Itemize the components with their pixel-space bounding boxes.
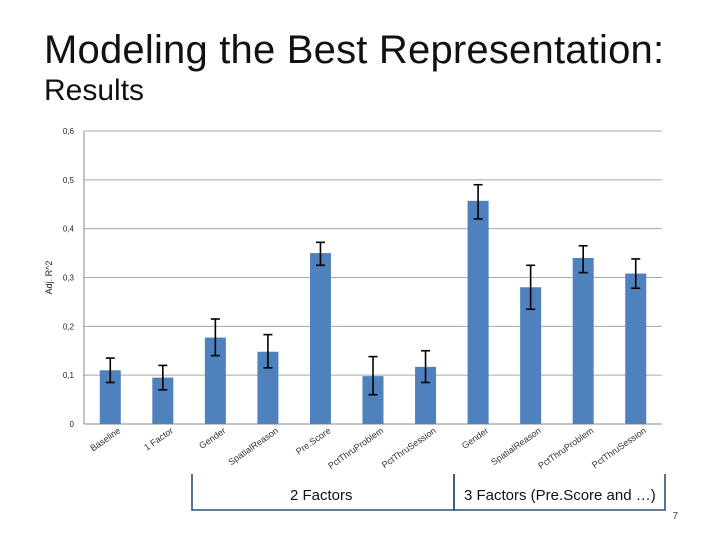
- y-tick-label: 0,5: [63, 176, 75, 185]
- y-tick-label: 0,1: [63, 371, 75, 380]
- bar: [257, 351, 279, 424]
- y-tick-label: 0,3: [63, 274, 75, 283]
- x-category-label: PctThruSession: [380, 425, 438, 470]
- y-axis-title: Adj. R^2: [44, 261, 54, 295]
- x-category-label: Baseline: [88, 425, 122, 453]
- bar: [309, 253, 331, 424]
- bar: [625, 273, 647, 424]
- group-label-two-factors: 2 Factors: [290, 487, 353, 504]
- x-category-label: Pre.Score: [294, 425, 333, 456]
- bar: [99, 370, 121, 424]
- x-category-label: PctThruSession: [590, 425, 648, 470]
- x-category-label: PctThruProblem: [536, 425, 595, 470]
- x-category-label: SpatialReason: [489, 425, 543, 467]
- slide-title: Modeling the Best Representation:: [44, 28, 665, 72]
- bar: [415, 366, 437, 424]
- slide-subtitle: Results: [44, 74, 145, 107]
- x-category-label: Gender: [197, 425, 227, 450]
- bar: [362, 376, 384, 424]
- y-tick-label: 0,6: [63, 127, 75, 136]
- bar: [204, 337, 226, 424]
- x-category-label: SpatialReason: [226, 425, 280, 467]
- y-tick-label: 0,4: [63, 225, 75, 234]
- group-label-three-factors: 3 Factors (Pre.Score and …): [464, 487, 656, 504]
- bar: [520, 287, 542, 424]
- slide-number: 7: [672, 511, 678, 522]
- x-category-label: PctThruProblem: [326, 425, 385, 470]
- y-tick-label: 0: [70, 420, 75, 429]
- x-category-label: 1 Factor: [142, 425, 175, 452]
- y-tick-label: 0,2: [63, 322, 75, 331]
- bar: [572, 257, 594, 424]
- bar: [467, 200, 489, 424]
- bracket-three-factors: [453, 474, 666, 511]
- x-category-label: Gender: [460, 425, 490, 450]
- bar: [152, 377, 174, 424]
